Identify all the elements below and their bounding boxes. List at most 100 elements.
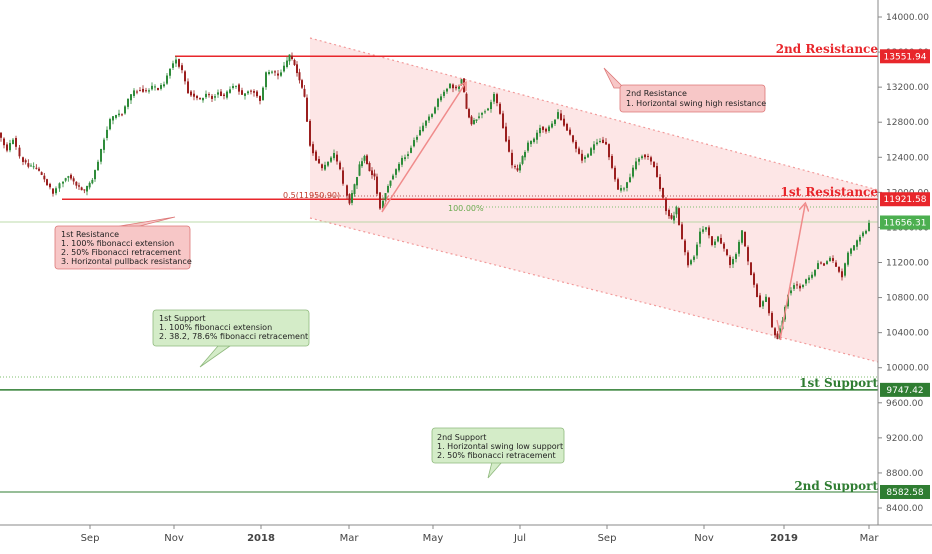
candle-body xyxy=(301,80,303,88)
candle-body xyxy=(468,109,470,118)
candle-body xyxy=(545,128,547,132)
candle-body xyxy=(847,252,849,265)
candle-body xyxy=(641,156,643,159)
candle-body xyxy=(720,237,722,244)
candle-body xyxy=(401,157,403,165)
candle-body xyxy=(505,126,507,142)
candle-body xyxy=(3,138,5,146)
price-axis-tick-label: 10000.00 xyxy=(886,364,929,374)
candle-body xyxy=(446,88,448,92)
candle-body xyxy=(353,184,356,195)
candle-body xyxy=(361,161,363,167)
candle-body xyxy=(659,177,661,190)
support-1-label: 1st Support xyxy=(799,376,878,390)
candle-body xyxy=(699,231,701,244)
candle-body xyxy=(238,84,240,92)
candle-body xyxy=(521,156,524,164)
price-axis-tick-label: 8800.00 xyxy=(886,469,923,479)
candle-body xyxy=(440,96,442,101)
candle-body xyxy=(6,144,8,151)
candle-body xyxy=(665,198,667,212)
price-tag-current-text: 11656.31 xyxy=(884,218,927,228)
callout-r2: 2nd Resistance 1. Horizontal swing high … xyxy=(619,84,766,113)
candle-body xyxy=(148,90,150,92)
candle-body xyxy=(817,263,819,270)
candle-body xyxy=(820,262,822,264)
candle-body xyxy=(602,139,604,143)
candle-body xyxy=(599,140,601,142)
time-axis-tick-label: Sep xyxy=(598,533,617,544)
callout-s2-line-3: 2. 50% fibonacci retracement xyxy=(437,451,556,460)
candle-body xyxy=(516,168,519,171)
candle-body xyxy=(844,263,846,276)
candle-body xyxy=(675,207,678,215)
candle-body xyxy=(656,166,658,178)
candle-body xyxy=(605,141,607,145)
candle-body xyxy=(262,87,264,101)
candle-body xyxy=(437,98,439,107)
price-tag-support-1-text: 9747.42 xyxy=(886,386,923,396)
candle-body xyxy=(478,116,480,118)
candle-body xyxy=(802,285,804,288)
candle-body xyxy=(696,244,698,256)
candle-body xyxy=(452,84,454,89)
candle-body xyxy=(587,154,589,158)
candle-body xyxy=(315,151,317,161)
candle-body xyxy=(387,186,389,193)
candle-body xyxy=(244,93,246,96)
candle-body xyxy=(744,231,746,247)
callout-r2-line-2: 1. Horizontal swing high resistance xyxy=(626,99,766,108)
price-axis[interactable]: 14000.0013600.0013200.0012800.0012400.00… xyxy=(878,13,929,514)
candle-body xyxy=(187,81,189,94)
price-tag-support-1: 9747.42 xyxy=(880,382,930,397)
price-axis-tick-label: 10800.00 xyxy=(886,294,929,304)
candle-body xyxy=(431,114,433,117)
candle-body xyxy=(632,167,634,177)
candle-body xyxy=(859,236,861,242)
candle-body xyxy=(723,243,725,249)
move-arrow-2 xyxy=(779,205,805,341)
candle-body xyxy=(103,139,105,150)
dip-arrow-2 xyxy=(776,319,782,341)
candle-body xyxy=(868,222,870,231)
time-axis[interactable]: Sep Nov 2018 Mar May Jul Sep Nov 2019 Mar xyxy=(81,525,880,544)
candle-body xyxy=(27,163,30,167)
candle-body xyxy=(226,91,228,98)
candle-body xyxy=(371,170,373,176)
candle-body xyxy=(67,176,70,178)
candle-body xyxy=(750,262,752,276)
candle-body xyxy=(684,240,686,253)
candle-body xyxy=(336,154,338,162)
candle-body xyxy=(80,187,83,191)
callout-s1-line-2: 1. 100% fibonacci extension xyxy=(159,323,272,332)
price-tag-current: 11656.31 xyxy=(880,215,930,230)
candle-body xyxy=(705,227,707,230)
candle-body xyxy=(856,240,858,247)
candle-body xyxy=(470,116,473,125)
candle-body xyxy=(542,126,544,130)
resistance-2-label: 2nd Resistance xyxy=(776,42,879,56)
time-axis-tick-label: 2018 xyxy=(247,533,275,544)
candle-body xyxy=(9,143,11,151)
candle-body xyxy=(58,183,61,189)
callout-s2: 2nd Support 1. Horizontal swing low supp… xyxy=(431,427,565,464)
time-axis-tick-label: 2019 xyxy=(770,533,798,544)
callout-r1: 1st Resistance 1. 100% fibonacci extensi… xyxy=(54,225,192,270)
candle-body xyxy=(714,241,716,245)
candle-body xyxy=(511,152,513,166)
price-tag-resistance-2: 13551.94 xyxy=(880,49,930,64)
callout-pointer-s2 xyxy=(487,461,503,479)
candle-body xyxy=(638,158,640,162)
candle-body xyxy=(247,91,249,94)
candle-body xyxy=(342,170,344,184)
candle-body xyxy=(793,285,795,289)
candle-body xyxy=(392,175,394,180)
candle-body xyxy=(768,297,770,314)
candle-body xyxy=(539,127,541,134)
candle-body xyxy=(22,157,24,162)
callout-s2-line-2: 1. Horizontal swing low support xyxy=(437,442,563,451)
candle-body xyxy=(413,140,415,147)
candle-body xyxy=(519,164,521,171)
descending-channel xyxy=(310,38,878,362)
